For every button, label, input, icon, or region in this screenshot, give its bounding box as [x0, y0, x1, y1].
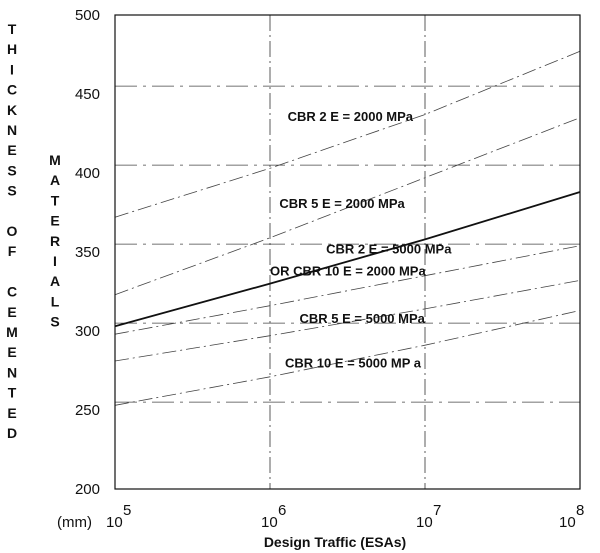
y-tick-label: 400 — [75, 165, 100, 182]
series-line-6 — [114, 310, 581, 406]
curve-annotation: OR CBR 10 E = 2000 MPa — [270, 264, 426, 279]
grid-layer — [115, 15, 580, 489]
y-axis-letter-right: A — [50, 273, 60, 289]
y-tick-label: 350 — [75, 244, 100, 261]
y-axis-letter-left: S — [7, 162, 16, 178]
y-unit-label: (mm) — [57, 514, 92, 531]
y-axis-letter-left: F — [8, 243, 17, 259]
y-axis-letter-left: E — [7, 304, 16, 320]
x-tick-label: 10 — [416, 514, 433, 531]
series-line-5 — [114, 280, 581, 362]
series-layer — [114, 50, 581, 406]
x-tick-label: 10 — [261, 514, 278, 531]
y-axis-letter-left: M — [6, 324, 18, 340]
series-line-3 — [114, 191, 581, 328]
y-axis-letter-left: C — [7, 284, 17, 300]
x-tick-exponent: 5 — [123, 502, 131, 519]
y-axis-letter-left: O — [7, 223, 18, 239]
y-axis-letter-left: E — [7, 405, 16, 421]
x-tick-label: 10 — [106, 514, 123, 531]
curve-annotation: CBR 5 E = 5000 MPa — [300, 311, 426, 326]
x-tick-exponent: 6 — [278, 502, 286, 519]
y-axis-letter-left: E — [7, 344, 16, 360]
y-axis-letter-right: E — [50, 213, 59, 229]
y-tick-label: 500 — [75, 7, 100, 24]
y-axis-letter-left: H — [7, 41, 17, 57]
y-axis-letter-right: M — [49, 152, 61, 168]
y-axis-letter-left: E — [7, 142, 16, 158]
y-axis-letter-left: T — [8, 21, 17, 37]
y-axis-letter-left: N — [7, 364, 17, 380]
y-axis-letter-left: S — [7, 183, 16, 199]
series-line-4 — [114, 245, 581, 335]
x-tick-exponent: 7 — [433, 502, 441, 519]
y-axis-letter-left: D — [7, 425, 17, 441]
y-tick-label: 200 — [75, 481, 100, 498]
y-axis-letter-right: I — [53, 253, 57, 269]
curve-annotation: CBR 10 E = 5000 MP a — [285, 355, 422, 370]
y-axis-letter-left: K — [7, 102, 17, 118]
series-line-2 — [114, 117, 581, 296]
y-axis-letter-right: R — [50, 233, 60, 249]
x-tick-exponent: 8 — [576, 502, 584, 519]
x-axis-label: Design Traffic (ESAs) — [264, 534, 406, 550]
y-axis-letter-left: T — [8, 385, 17, 401]
y-tick-label: 300 — [75, 323, 100, 340]
y-axis-letter-right: A — [50, 172, 60, 188]
plot-frame — [114, 14, 581, 490]
y-tick-label: 450 — [75, 86, 100, 103]
y-axis-letter-left: C — [7, 82, 17, 98]
y-axis-letter-right: L — [51, 293, 60, 309]
label-layer: Design Traffic (ESAs) (mm) THICKNESSOFCE… — [6, 21, 406, 550]
annotation-layer: CBR 2 E = 2000 MPa CBR 5 E = 2000 MPa CBR … — [270, 109, 452, 370]
y-tick-label: 250 — [75, 402, 100, 419]
y-axis-letter-left: I — [10, 61, 14, 77]
series-line-1 — [114, 50, 581, 218]
curve-annotation: CBR 2 E = 2000 MPa — [288, 109, 414, 124]
curve-annotation: CBR 2 E = 5000 MPa — [326, 242, 452, 257]
y-axis-letter-right: S — [50, 314, 59, 330]
x-tick-label: 10 — [559, 514, 576, 531]
y-axis-letter-right: T — [51, 192, 60, 208]
curve-annotation: CBR 5 E = 2000 MPa — [279, 196, 405, 211]
y-axis-letter-left: N — [7, 122, 17, 138]
